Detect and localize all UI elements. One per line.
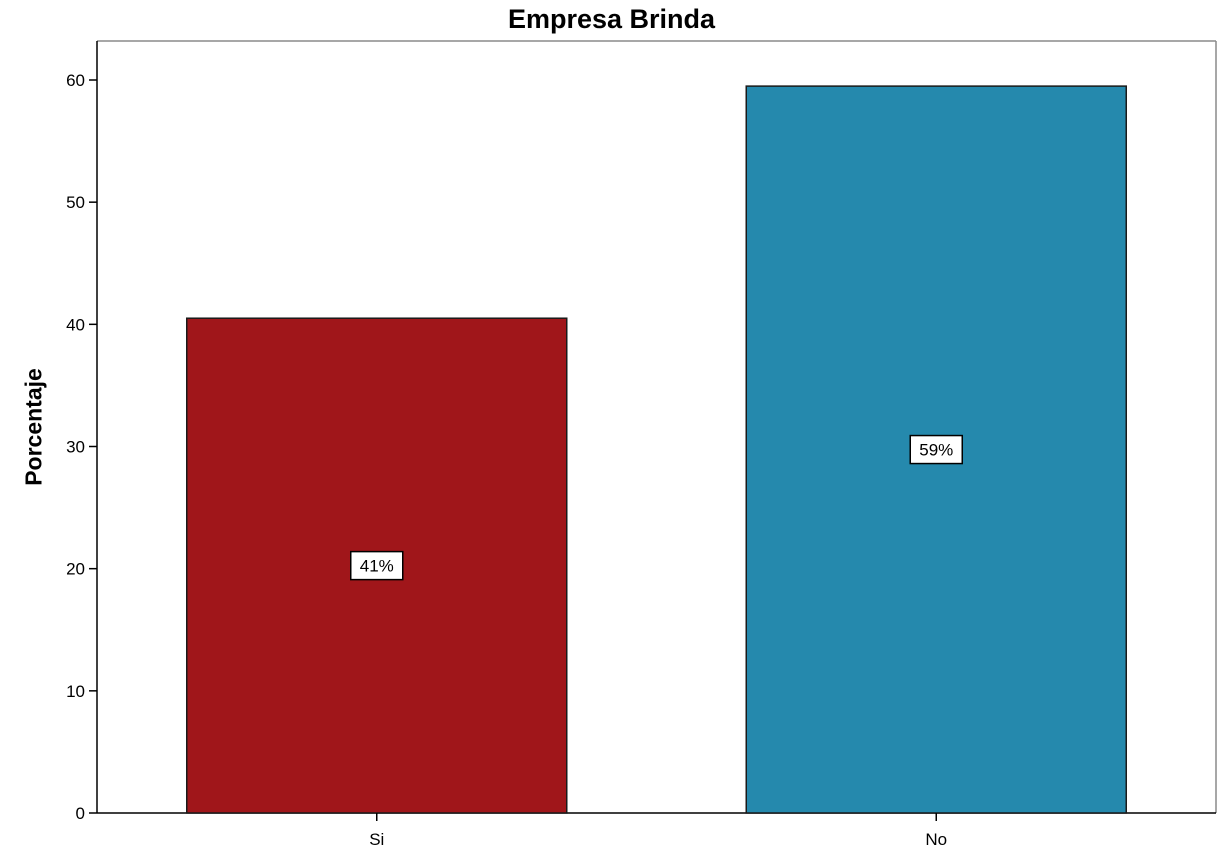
data-label: 41% [360, 557, 394, 576]
y-tick-label: 0 [76, 804, 85, 823]
data-label-box [909, 434, 963, 465]
x-axis: Si No [369, 813, 947, 848]
y-tick-label: 60 [66, 71, 85, 90]
y-tick-label: 20 [66, 560, 85, 579]
data-labels-group: 41% 59% [350, 434, 963, 581]
y-tick-label: 10 [66, 682, 85, 701]
x-tick-label: No [925, 830, 947, 848]
data-label-box [350, 550, 404, 581]
y-tick-label: 40 [66, 315, 85, 334]
x-tick-label: Si [369, 830, 384, 848]
y-tick-label: 50 [66, 193, 85, 212]
data-label: 59% [919, 441, 953, 460]
y-tick-label: 30 [66, 438, 85, 457]
bars-group [186, 85, 1127, 814]
chart-title: Empresa Brinda [507, 4, 716, 34]
y-axis: 0 10 20 30 40 50 60 [66, 71, 97, 823]
